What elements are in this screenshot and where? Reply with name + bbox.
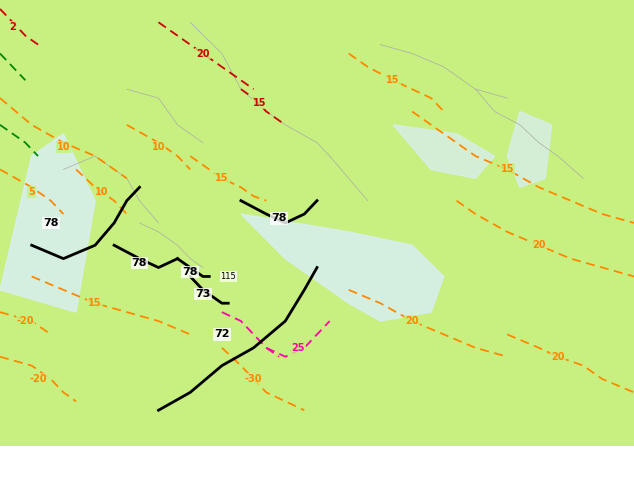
Polygon shape [393,125,495,178]
Polygon shape [507,112,552,187]
Text: 5: 5 [29,187,35,197]
Text: 78: 78 [132,258,147,268]
Text: Height/Temp. 925 hPa [gdpm] ECMWF: Height/Temp. 925 hPa [gdpm] ECMWF [6,459,270,472]
Text: 73: 73 [195,289,210,299]
Text: -30: -30 [245,374,262,384]
Text: ©weatheronline.co.uk: ©weatheronline.co.uk [493,477,628,487]
Text: 20: 20 [405,316,419,326]
Text: 15: 15 [253,98,267,108]
Text: 72: 72 [214,329,230,340]
Text: 10: 10 [152,142,165,152]
Text: 15: 15 [215,173,229,183]
Polygon shape [0,0,634,446]
Text: 115: 115 [221,272,236,281]
Text: 20: 20 [196,49,210,58]
Text: 15: 15 [386,75,400,85]
Text: 78: 78 [183,267,198,277]
Text: We 01-05-2024 12:00 UTC (00+12): We 01-05-2024 12:00 UTC (00+12) [380,452,628,465]
Text: 78: 78 [271,214,287,223]
Text: 15: 15 [88,298,102,308]
Text: -20: -20 [16,316,34,326]
Text: 20: 20 [551,352,565,362]
Text: -20: -20 [29,374,47,384]
Text: 15: 15 [500,165,514,174]
Text: 10: 10 [56,142,70,152]
Text: 78: 78 [43,218,58,228]
Text: 2: 2 [10,22,16,32]
Polygon shape [0,134,95,312]
Text: 25: 25 [291,343,305,353]
Text: 20: 20 [532,240,546,250]
Polygon shape [241,214,444,321]
Text: 10: 10 [94,187,108,197]
